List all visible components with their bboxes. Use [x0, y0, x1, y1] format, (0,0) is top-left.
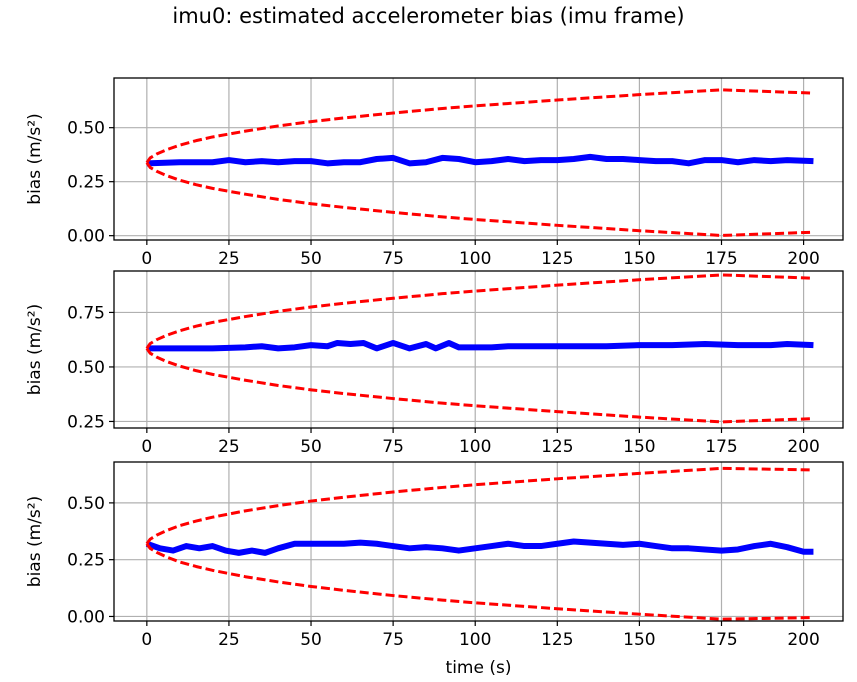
panel-1-x-tick-label: 25: [218, 249, 240, 269]
panel-1-axes-frame: [113, 77, 844, 241]
panel-1-x-tick-label: 175: [705, 249, 737, 269]
panel-2-bias-line: [146, 339, 814, 352]
panel-2-x-tick-label: 200: [787, 437, 819, 457]
panel-3-x-tick-label: 75: [382, 630, 404, 650]
panel-1-x-tick-label: 50: [300, 249, 322, 269]
panel-3-axes-frame: [113, 461, 844, 622]
panel-1-y-tick-label: 0.50: [67, 119, 105, 139]
panel-3-x-tick-label: 0: [141, 630, 152, 650]
panel-1-upper-bound-line: [145, 88, 814, 164]
panel-2-y-tick-label: 0.75: [67, 303, 105, 323]
panel-2-x-tick-label: 50: [300, 437, 322, 457]
panel-2-upper-bound-line: [145, 273, 814, 350]
panel-1-y-tick-label: 0.25: [67, 173, 105, 193]
panel-2-y-axis-label: bias (m/s²): [25, 304, 45, 395]
panel-3-x-tick-label: 50: [300, 630, 322, 650]
panel-2-x-tick-label: 0: [141, 437, 152, 457]
panel-3-y-axis-label: bias (m/s²): [25, 496, 45, 587]
x-axis-label: time (s): [445, 658, 512, 678]
panel-3-x-tick-label: 125: [541, 630, 573, 650]
panel-2-x-tick-label: 100: [459, 437, 491, 457]
panel-2-x-tick-label: 150: [623, 437, 655, 457]
panel-3-x-tick-label: 175: [705, 630, 737, 650]
panel-3-x-tick-label: 100: [459, 630, 491, 650]
panel-1-x-tick-label: 125: [541, 249, 573, 269]
panel-1-x-tick-label: 75: [382, 249, 404, 269]
panel-3-x-tick-label: 25: [218, 630, 240, 650]
panel-3-lower-bound-line: [145, 542, 814, 621]
panel-3-y-tick-label: 0.25: [67, 551, 105, 571]
panel-1-bias-line: [146, 153, 814, 167]
panel-1-y-tick-label: 0.00: [67, 227, 105, 247]
panel-1-x-tick-label: 0: [141, 249, 152, 269]
panel-1-x-tick-label: 100: [459, 249, 491, 269]
panel-1-x-tick-label: 150: [623, 249, 655, 269]
panel-3-y-tick-label: 0.00: [67, 607, 105, 627]
panel-1-lower-bound-line: [145, 161, 814, 237]
panel-2-x-tick-label: 125: [541, 437, 573, 457]
panel-1-y-axis-label: bias (m/s²): [25, 113, 45, 204]
panel-2-x-tick-label: 175: [705, 437, 737, 457]
panel-2-lower-bound-line: [145, 347, 814, 424]
panel-2-y-tick-label: 0.25: [67, 412, 105, 432]
panel-2-axes-frame: [113, 270, 844, 429]
panel-3-x-tick-label: 200: [787, 630, 819, 650]
panel-2-y-tick-label: 0.50: [67, 358, 105, 378]
panel-2-x-tick-label: 25: [218, 437, 240, 457]
panel-3-x-tick-label: 150: [623, 630, 655, 650]
panel-2-x-tick-label: 75: [382, 437, 404, 457]
panel-3-y-tick-label: 0.50: [67, 494, 105, 514]
figure-title: imu0: estimated accelerometer bias (imu …: [172, 4, 685, 28]
panel-1-x-tick-label: 200: [787, 249, 819, 269]
panel-3-upper-bound-line: [145, 466, 814, 545]
panel-3-bias-line: [145, 538, 814, 556]
